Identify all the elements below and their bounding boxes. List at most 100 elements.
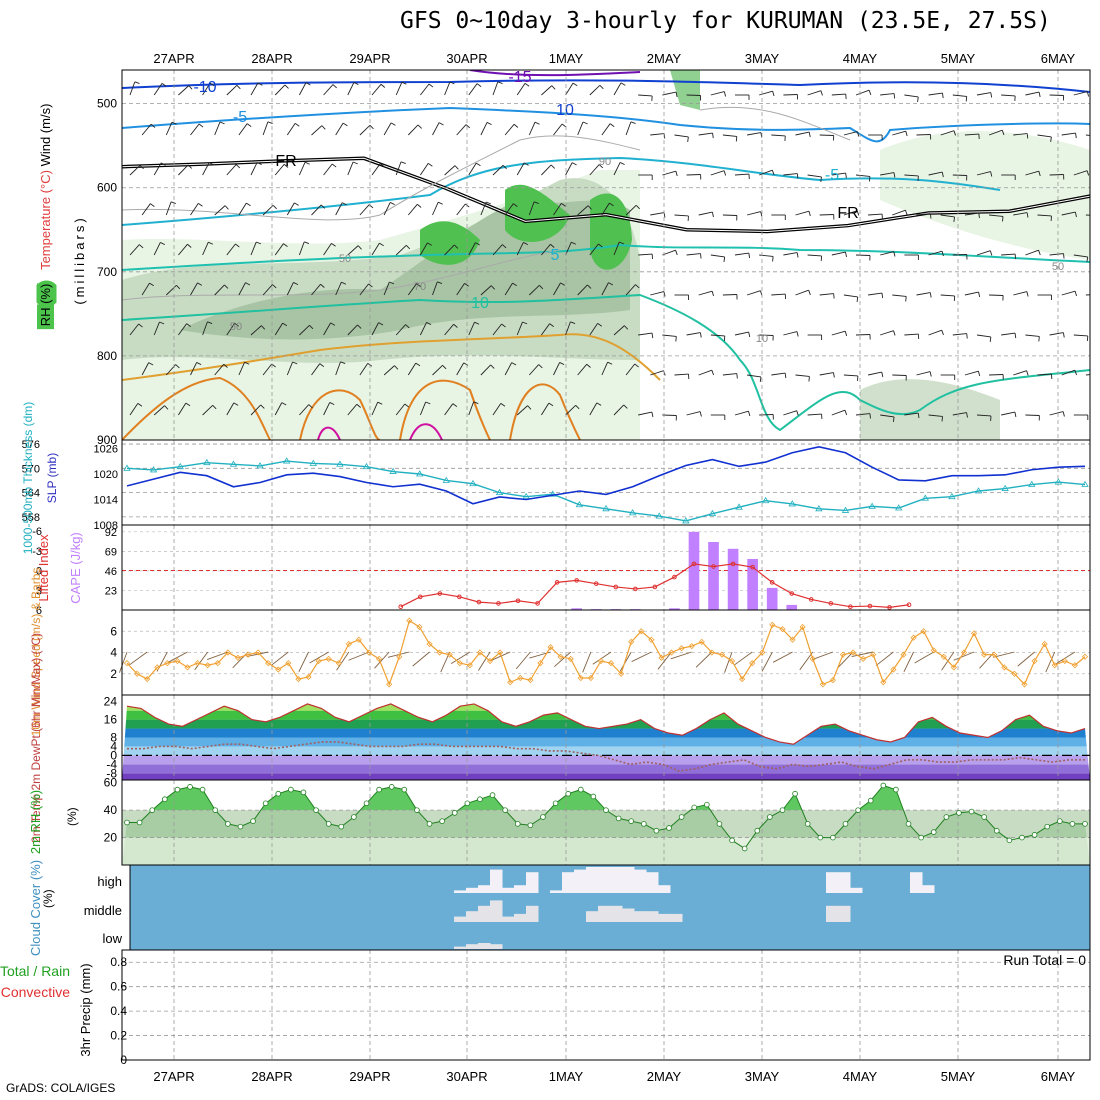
upper-wind-barb	[480, 285, 492, 296]
upper-wind-barb-flag	[917, 412, 920, 419]
upper-wind-barb	[638, 94, 653, 97]
upper-wind-barb	[528, 122, 536, 136]
upper-wind-barb	[710, 254, 725, 258]
cape-bar	[669, 608, 680, 610]
li-tick: -6	[32, 526, 42, 538]
wind-speed-point	[436, 649, 443, 656]
upper-wind-barb	[831, 330, 846, 336]
upper-wind-barb-flag	[833, 293, 835, 299]
upper-wind-barb	[686, 411, 701, 416]
li-tick: 0	[36, 566, 42, 578]
contour-label: 10	[556, 102, 574, 119]
thickness-point	[761, 496, 770, 504]
date-tick-bottom: 3MAY	[745, 1069, 780, 1084]
upper-wind-barb-flag	[292, 361, 298, 365]
upper-wind-barb	[286, 282, 294, 296]
temp-tick: 8	[110, 731, 117, 745]
upper-wind-barb-flag	[748, 411, 751, 417]
upper-wind-barb	[456, 362, 465, 376]
upper-wind-barb	[1049, 253, 1064, 256]
wind-speed-point	[890, 666, 897, 673]
upper-wind-barb-flag	[283, 243, 288, 247]
upper-wind-barb	[528, 201, 535, 216]
upper-wind-barb	[1049, 332, 1064, 336]
upper-wind-barb	[432, 202, 439, 216]
lifted-index-point	[887, 605, 892, 610]
surface-wind-barb	[582, 651, 592, 673]
wind-speed-point	[234, 654, 241, 661]
thick-ylabel: 1000-500mb Thickness (dm)	[21, 402, 35, 555]
upper-wind-barb	[178, 85, 190, 96]
thickness-slp-frame	[121, 439, 1091, 526]
date-tick-top: 27APR	[153, 51, 194, 66]
cloud-cell	[586, 867, 599, 893]
upper-wind-barb	[311, 363, 321, 376]
upper-wind-barb-flag	[796, 173, 799, 179]
upper-wind-barb-flag	[711, 211, 714, 218]
rh-point	[628, 818, 635, 824]
lifted-index-point	[711, 564, 716, 569]
cloud-cell	[586, 911, 599, 922]
upper-wind-barb-flag	[401, 81, 407, 85]
upper-wind-barb-flag	[405, 324, 410, 329]
upper-wind-barb-flag	[549, 323, 554, 327]
upper-wind-barb-flag	[281, 402, 287, 406]
upper-wind-barb	[625, 204, 637, 216]
rh-point	[212, 807, 219, 813]
surface-wind-barb	[875, 651, 894, 666]
upper-wind-barb-flag	[187, 243, 192, 248]
upper-wind-barb-flag	[198, 203, 203, 207]
upper-wind-barb-flag	[977, 371, 981, 377]
upper-wind-barb	[371, 242, 380, 256]
upper-wind-barb-flag	[256, 241, 262, 245]
wind-speed-point	[365, 649, 373, 656]
upper-wind-barb-flag	[582, 121, 588, 125]
upper-wind-barb-flag	[990, 92, 993, 98]
upper-wind-barb-flag	[561, 123, 567, 128]
wind-speed-point	[960, 649, 968, 656]
upper-wind-barb-flag	[624, 325, 629, 330]
rh-point	[388, 784, 395, 790]
upper-wind-barb-flag	[635, 284, 640, 289]
upper-wind-barb	[722, 373, 737, 376]
upper-wind-barb-flag	[389, 281, 395, 285]
upper-wind-barb	[129, 81, 136, 96]
wind-speed-point	[476, 649, 484, 656]
upper-wind-barb	[516, 405, 528, 416]
cape-tick: 69	[105, 546, 117, 558]
surface-wind-barb	[914, 651, 934, 664]
upper-wind-barb-flag	[320, 283, 325, 288]
upper-wind-barb	[274, 163, 285, 176]
upper-wind-barb-flag	[368, 283, 373, 288]
upper-wind-barb	[1013, 133, 1028, 136]
upper-wind-barb-flag	[892, 416, 895, 422]
upper-wind-barb-flag	[342, 202, 347, 206]
upper-wind-barb	[516, 83, 526, 96]
surface-wind-barb	[953, 651, 975, 661]
upper-wind-barb	[165, 284, 177, 296]
upper-wind-barb-flag	[267, 121, 273, 124]
wind-speed-point	[567, 655, 574, 662]
upper-wind-barb	[202, 404, 213, 416]
thickness-point	[628, 509, 637, 516]
rh-point	[502, 807, 508, 813]
upper-wind-barb	[335, 202, 343, 216]
upper-wind-barb-flag	[170, 201, 176, 204]
upper-wind-barb	[359, 283, 369, 296]
upper-wind-barb-flag	[1050, 136, 1052, 142]
upper-wind-barb-flag	[942, 92, 944, 99]
contour-label: 5	[551, 247, 560, 264]
upper-wind-barb	[746, 290, 761, 296]
upper-wind-barb	[674, 134, 689, 138]
upper-wind-barb	[226, 323, 236, 336]
date-tick-bottom: 28APR	[251, 1069, 292, 1084]
upper-wind-barb	[577, 284, 588, 296]
upper-wind-barb	[214, 205, 226, 216]
upper-wind-barb	[855, 174, 870, 177]
upper-wind-barb-flag	[1062, 332, 1065, 338]
li-ylabel: Lifted Index	[36, 534, 51, 602]
upper-wind-barb-flag	[294, 123, 300, 127]
thickness-point	[282, 457, 291, 464]
upper-wind-barb	[444, 403, 454, 416]
upper-wind-barb	[904, 94, 919, 98]
